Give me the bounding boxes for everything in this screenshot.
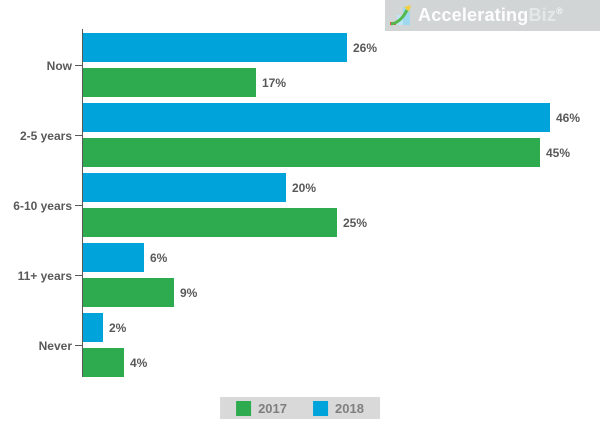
bar-2018-never <box>83 313 103 342</box>
legend-label: 2018 <box>335 400 364 416</box>
value-label-2017-11-years: 9% <box>180 286 198 300</box>
value-label-2017-6-10-years: 25% <box>343 216 368 230</box>
legend-label: 2017 <box>258 400 287 416</box>
value-label-2017-now: 17% <box>262 76 287 90</box>
axis-tick <box>75 135 82 136</box>
bar-2018-2-5-years <box>83 103 550 132</box>
category-label-2-5-years: 2-5 years <box>19 129 72 143</box>
legend-item-2018: 2018 <box>313 400 364 416</box>
bar-2017-6-10-years <box>83 208 337 237</box>
value-label-2017-2-5-years: 45% <box>546 146 571 160</box>
value-label-2018-11-years: 6% <box>150 251 168 265</box>
brand-logo: AcceleratingBiz® <box>385 0 600 31</box>
legend-item-2017: 2017 <box>236 400 287 416</box>
category-label-now: Now <box>46 59 72 73</box>
value-label-2018-6-10-years: 20% <box>292 181 317 195</box>
brand-name-primary: Accelerating <box>418 5 529 25</box>
axis-tick <box>75 65 82 66</box>
value-label-2017-never: 4% <box>130 356 148 370</box>
value-label-2018-now: 26% <box>353 41 378 55</box>
category-label-11-years: 11+ years <box>17 269 72 283</box>
value-label-2018-2-5-years: 46% <box>556 111 581 125</box>
legend-swatch-2017 <box>236 400 252 416</box>
registered-trademark: ® <box>556 6 563 16</box>
category-label-6-10-years: 6-10 years <box>13 199 72 213</box>
legend-swatch-2018 <box>313 400 328 416</box>
axis-tick <box>75 345 82 346</box>
bar-2018-now <box>83 33 347 62</box>
bar-2017-now <box>83 68 256 97</box>
bar-2017-2-5-years <box>83 138 540 167</box>
growth-chart-icon <box>390 5 411 26</box>
axis-tick <box>75 205 82 206</box>
chart-legend: 2017 2018 <box>220 397 380 419</box>
y-axis-line <box>82 29 83 377</box>
brand-name: AcceleratingBiz® <box>418 5 563 26</box>
category-label-never: Never <box>38 339 72 353</box>
bar-2017-11-years <box>83 278 174 307</box>
bar-2018-6-10-years <box>83 173 286 202</box>
value-label-2018-never: 2% <box>109 321 127 335</box>
bar-2017-never <box>83 348 124 377</box>
bar-2018-11-years <box>83 243 144 272</box>
axis-tick <box>75 275 82 276</box>
brand-name-secondary: Biz <box>528 5 557 25</box>
